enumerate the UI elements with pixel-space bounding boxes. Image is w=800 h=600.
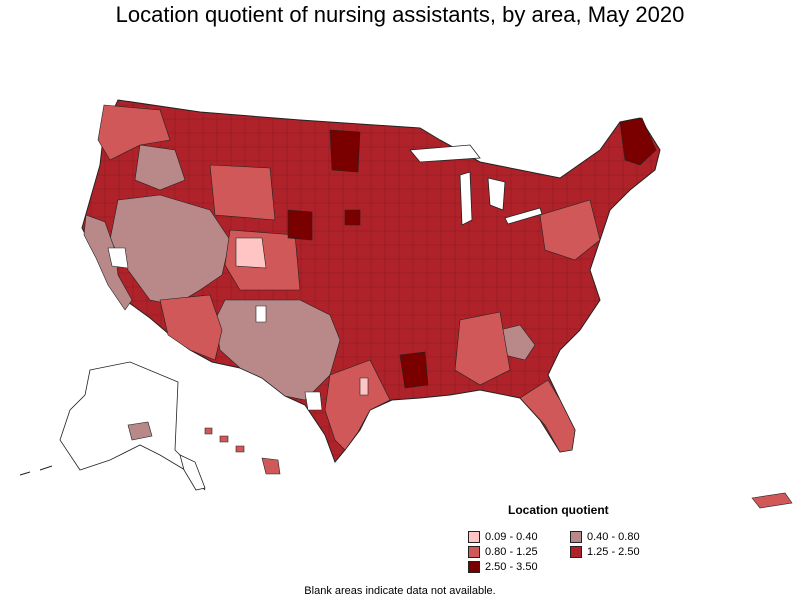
arizona-region: [159, 294, 223, 361]
legend-swatch-3: [468, 546, 480, 558]
legend-swatch-4: [570, 546, 582, 558]
no-data-area-nevada: [107, 247, 129, 269]
hawaii-big-island: [261, 457, 281, 475]
california-coast-region: [83, 214, 133, 311]
map-title: Location quotient of nursing assistants,…: [115, 2, 685, 27]
legend-item-5: 2.50 - 3.50: [468, 561, 570, 573]
nw-colorado-region: [235, 237, 267, 269]
lake-huron: [487, 177, 506, 211]
mid-atlantic-region: [539, 199, 601, 261]
mississippi-delta-region: [399, 351, 429, 389]
lake-superior: [409, 144, 481, 163]
legend-title: Location quotient: [508, 503, 609, 517]
legend-label-5: 2.50 - 3.50: [485, 561, 538, 573]
alaska-data-area: [127, 421, 153, 441]
south-dakota-region: [344, 209, 361, 226]
hawaii-islands: [204, 427, 245, 453]
legend-swatch-2: [570, 531, 582, 543]
legend-item-2: 0.40 - 0.80: [570, 531, 670, 543]
legend-item-1: 0.09 - 0.40: [468, 531, 570, 543]
west-texas-region: [359, 377, 369, 396]
no-data-area-new-mexico: [255, 305, 267, 323]
wyoming-region: [209, 164, 276, 221]
maine-region: [619, 117, 657, 166]
aleutian-islands: [19, 465, 53, 476]
nebraska-region: [287, 209, 313, 241]
no-data-area-texas: [304, 391, 323, 411]
lake-michigan: [459, 171, 473, 226]
lake-erie: [504, 207, 543, 225]
puerto-rico: [751, 492, 793, 509]
legend-item-4: 1.25 - 2.50: [570, 546, 670, 558]
new-mexico-texas-region: [214, 299, 341, 401]
pacific-northwest-region: [97, 104, 171, 161]
oregon-interior-region: [134, 144, 186, 191]
alaska-southeast: [179, 454, 206, 491]
north-dakota-region: [329, 129, 361, 173]
texas-coast-region: [324, 359, 391, 451]
legend-label-1: 0.09 - 0.40: [485, 531, 538, 543]
legend-label-3: 0.80 - 1.25: [485, 546, 538, 558]
legend-label-4: 1.25 - 2.50: [587, 546, 640, 558]
map-legend: Location quotient 0.09 - 0.40 0.40 - 0.8…: [468, 503, 668, 573]
legend-item-3: 0.80 - 1.25: [468, 546, 570, 558]
legend-swatch-1: [468, 531, 480, 543]
legend-label-2: 0.40 - 0.80: [587, 531, 640, 543]
southeast-region: [454, 311, 511, 386]
legend-swatch-5: [468, 561, 480, 573]
footnote: Blank areas indicate data not available.: [304, 585, 496, 597]
florida-region: [519, 379, 576, 453]
